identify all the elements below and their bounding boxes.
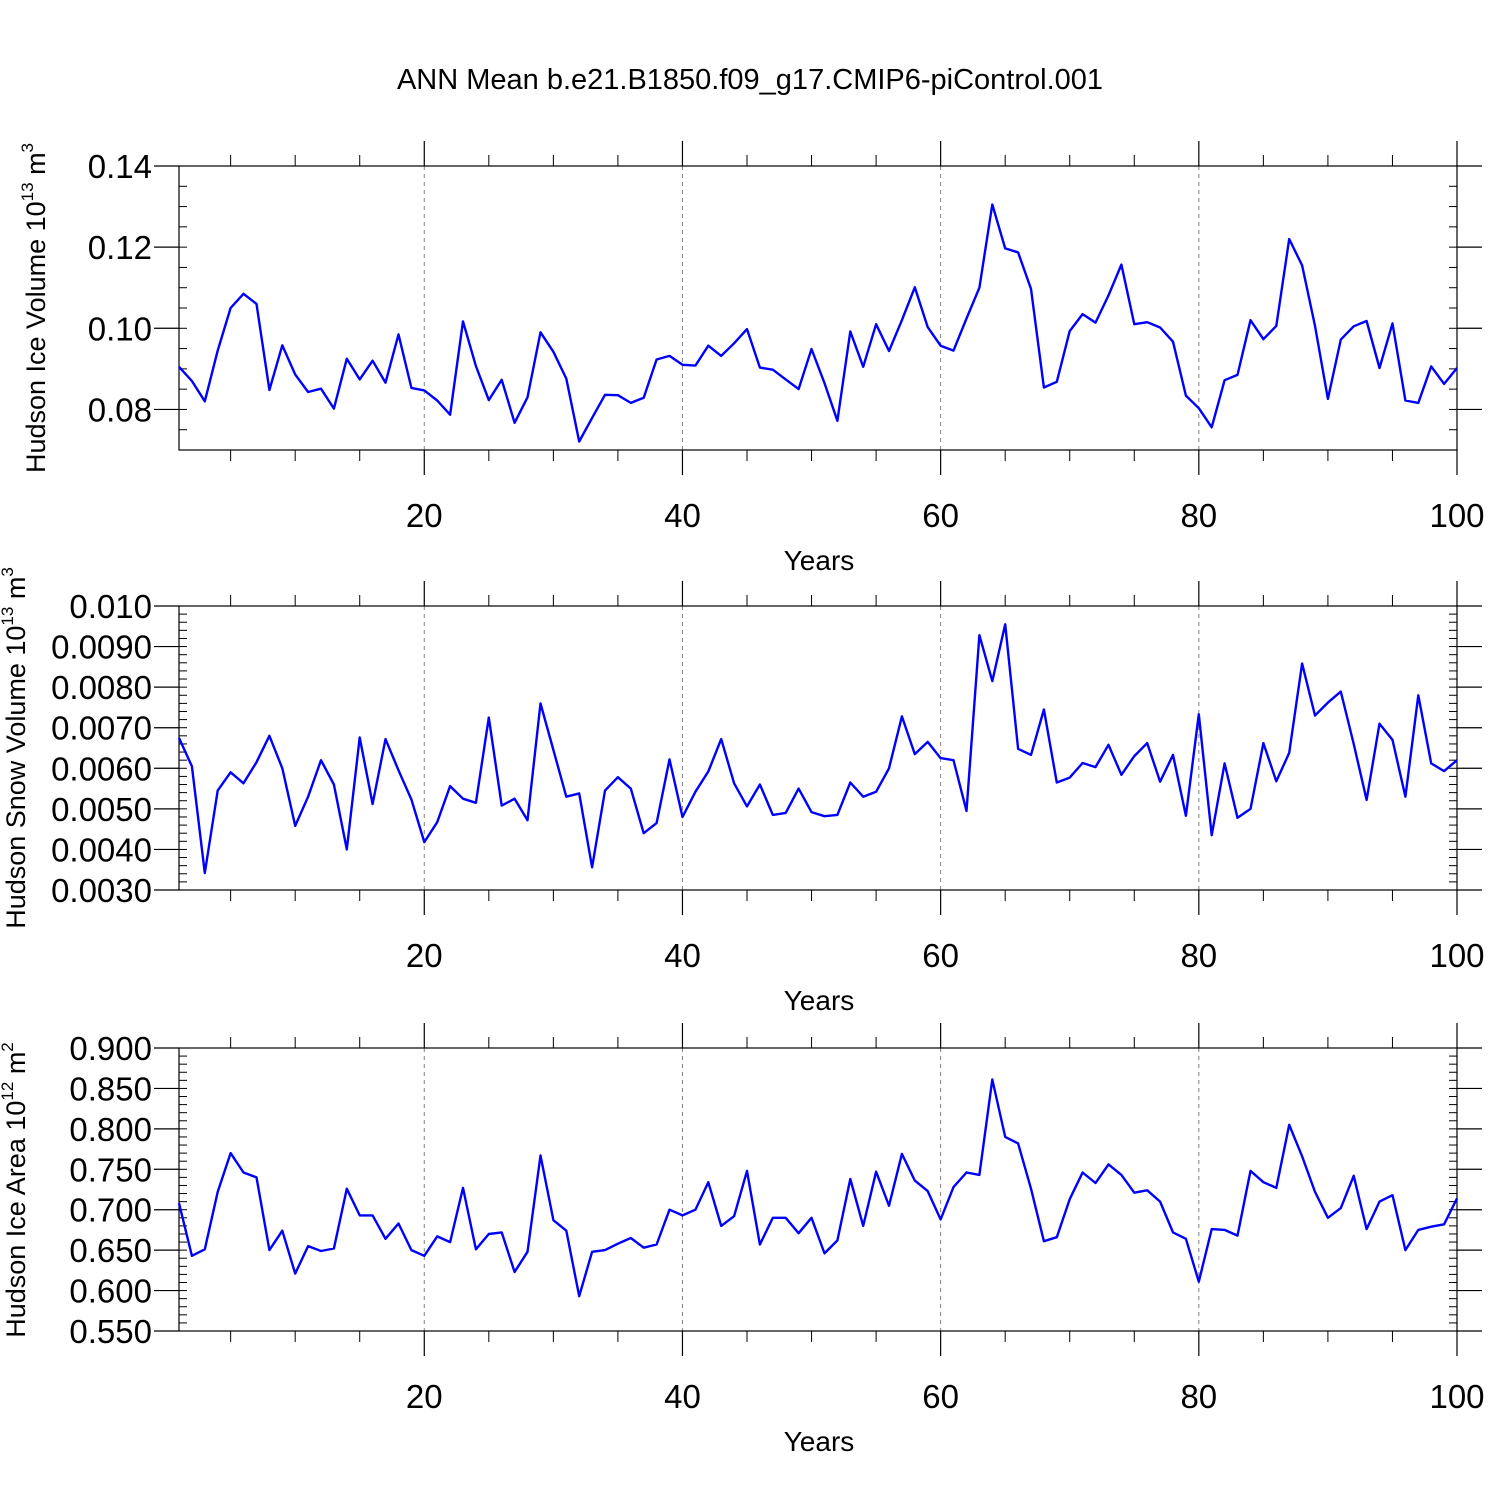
x-axis-label: Years xyxy=(784,1426,855,1457)
y-tick-label: 0.0030 xyxy=(51,872,152,909)
x-tick-label: 40 xyxy=(664,1378,701,1415)
y-tick-label: 0.800 xyxy=(69,1111,152,1148)
x-tick-label: 20 xyxy=(406,497,443,534)
y-tick-label: 0.010 xyxy=(69,588,152,625)
y-tick-label: 0.600 xyxy=(69,1273,152,1310)
y-tick-label: 0.12 xyxy=(88,229,152,266)
y-tick-label: 0.900 xyxy=(69,1030,152,1067)
x-tick-label: 100 xyxy=(1429,937,1484,974)
x-tick-label: 40 xyxy=(664,497,701,534)
plot-frame xyxy=(178,165,1458,451)
plot-frame xyxy=(178,1047,1458,1332)
x-tick-label: 60 xyxy=(922,937,959,974)
x-tick-label: 20 xyxy=(406,937,443,974)
x-tick-label: 80 xyxy=(1180,1378,1217,1415)
y-tick-label: 0.750 xyxy=(69,1151,152,1188)
series-line xyxy=(177,1078,1459,1298)
y-tick-label: 0.0090 xyxy=(51,629,152,666)
x-axis-label: Years xyxy=(784,985,855,1016)
y-axis-label: Hudson Snow Volume 1013 m3 xyxy=(0,567,31,929)
y-tick-label: 0.0050 xyxy=(51,791,152,828)
series-line xyxy=(178,203,1458,443)
x-tick-label: 100 xyxy=(1429,1378,1484,1415)
plot-frame xyxy=(178,605,1458,891)
y-tick-label: 0.10 xyxy=(88,310,152,347)
y-tick-label: 0.700 xyxy=(69,1192,152,1229)
y-tick-label: 0.0060 xyxy=(51,750,152,787)
series-line xyxy=(177,623,1458,875)
y-tick-label: 0.0070 xyxy=(51,710,152,747)
x-axis-label: Years xyxy=(784,545,855,576)
panel-ice-volume: 0.08 0.10 0.12 0.14 20 40 60 80 100 Years Hudson I… xyxy=(18,141,1485,576)
x-tick-label: 60 xyxy=(922,497,959,534)
y-tick-label: 0.14 xyxy=(88,148,152,185)
y-tick-label: 0.650 xyxy=(69,1232,152,1269)
y-tick-label: 0.850 xyxy=(69,1070,152,1107)
y-axis-label: Hudson Ice Area 1012 m2 xyxy=(0,1042,31,1338)
y-tick-label: 0.0080 xyxy=(51,669,152,706)
x-tick-label: 100 xyxy=(1429,497,1484,534)
chart-title: ANN Mean b.e21.B1850.f09_g17.CMIP6-piCon… xyxy=(396,64,1104,96)
y-axis-label: Hudson Ice Volume 1013 m3 xyxy=(18,143,51,473)
x-tick-label: 80 xyxy=(1180,937,1217,974)
x-tick-label: 60 xyxy=(922,1378,959,1415)
x-tick-label: 80 xyxy=(1180,497,1217,534)
y-tick-label: 0.08 xyxy=(88,391,152,428)
y-tick-label: 0.550 xyxy=(69,1313,152,1350)
y-tick-label: 0.0040 xyxy=(51,831,152,868)
x-tick-label: 20 xyxy=(406,1378,443,1415)
x-tick-label: 40 xyxy=(664,937,701,974)
